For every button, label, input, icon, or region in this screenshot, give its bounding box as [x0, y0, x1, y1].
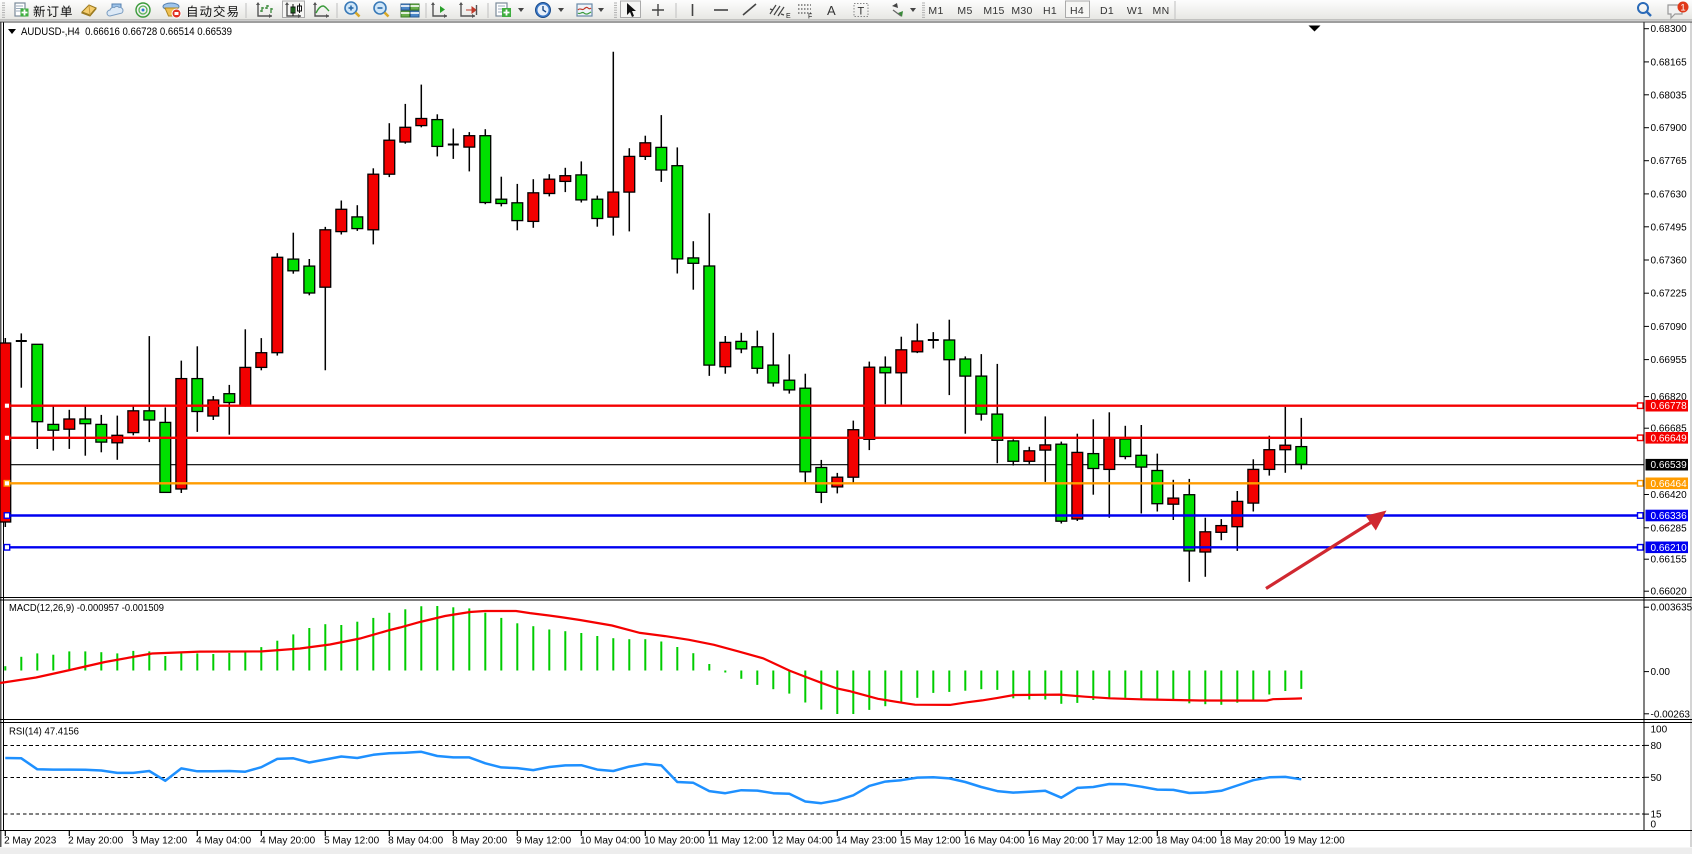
svg-text:15: 15: [1651, 810, 1663, 821]
svg-text:0.66649: 0.66649: [1651, 433, 1688, 444]
svg-text:0.67360: 0.67360: [1651, 256, 1688, 267]
svg-text:0.67495: 0.67495: [1651, 222, 1688, 233]
svg-text:100: 100: [1651, 724, 1668, 735]
svg-text:80: 80: [1651, 741, 1663, 752]
svg-text:0.68035: 0.68035: [1651, 90, 1688, 101]
svg-text:M15: M15: [983, 5, 1004, 17]
svg-text:0.68165: 0.68165: [1651, 57, 1688, 68]
svg-text:3 May 12:00: 3 May 12:00: [132, 836, 187, 847]
svg-text:0.66820: 0.66820: [1651, 392, 1688, 403]
svg-text:H4: H4: [1070, 5, 1084, 17]
svg-text:10 May 04:00: 10 May 04:00: [580, 836, 641, 847]
svg-text:18 May 20:00: 18 May 20:00: [1220, 836, 1281, 847]
svg-text:0.00: 0.00: [1651, 667, 1671, 678]
svg-text:M30: M30: [1011, 5, 1032, 17]
svg-text:4 May 04:00: 4 May 04:00: [196, 836, 251, 847]
svg-text:16 May 20:00: 16 May 20:00: [1028, 836, 1089, 847]
svg-text:14 May 23:00: 14 May 23:00: [836, 836, 897, 847]
svg-text:0.66336: 0.66336: [1651, 511, 1688, 522]
svg-text:MACD(12,26,9) -0.000957 -0.001: MACD(12,26,9) -0.000957 -0.001509: [9, 602, 164, 614]
svg-text:D1: D1: [1100, 5, 1114, 17]
svg-text:0.67765: 0.67765: [1651, 156, 1688, 167]
svg-text:11 May 12:00: 11 May 12:00: [708, 836, 768, 847]
svg-text:0.66020: 0.66020: [1651, 587, 1688, 598]
svg-text:T: T: [858, 6, 865, 18]
svg-text:19 May 12:00: 19 May 12:00: [1284, 836, 1345, 847]
svg-text:2 May 20:00: 2 May 20:00: [68, 836, 123, 847]
svg-text:0: 0: [1651, 820, 1657, 831]
svg-text:H1: H1: [1043, 5, 1057, 17]
svg-text:8 May 04:00: 8 May 04:00: [388, 836, 443, 847]
svg-text:0.66210: 0.66210: [1651, 543, 1688, 554]
svg-text:5 May 12:00: 5 May 12:00: [324, 836, 379, 847]
svg-text:0.66955: 0.66955: [1651, 355, 1688, 366]
svg-text:MN: MN: [1153, 5, 1170, 17]
svg-text:0.66685: 0.66685: [1651, 424, 1688, 435]
svg-text:0.67225: 0.67225: [1651, 289, 1688, 300]
svg-text:8 May 20:00: 8 May 20:00: [452, 836, 507, 847]
svg-text:0.67900: 0.67900: [1651, 123, 1688, 134]
svg-text:0.66155: 0.66155: [1651, 555, 1688, 566]
svg-text:18 May 04:00: 18 May 04:00: [1156, 836, 1217, 847]
svg-text:E: E: [786, 13, 791, 20]
svg-text:0.66778: 0.66778: [1651, 401, 1688, 412]
svg-text:1: 1: [1680, 3, 1685, 14]
svg-text:12 May 04:00: 12 May 04:00: [772, 836, 833, 847]
svg-text:0.68300: 0.68300: [1651, 24, 1688, 35]
svg-text:17 May 12:00: 17 May 12:00: [1092, 836, 1153, 847]
svg-text:15 May 12:00: 15 May 12:00: [900, 836, 961, 847]
svg-text:0.66539: 0.66539: [1651, 460, 1688, 471]
svg-text:W1: W1: [1127, 5, 1143, 17]
svg-text:4 May 20:00: 4 May 20:00: [260, 836, 315, 847]
svg-text:0.66420: 0.66420: [1651, 490, 1688, 501]
svg-text:9 May 12:00: 9 May 12:00: [516, 836, 571, 847]
svg-text:16 May 04:00: 16 May 04:00: [964, 836, 1025, 847]
svg-text:F: F: [808, 14, 812, 21]
svg-text:0.66464: 0.66464: [1651, 479, 1688, 490]
svg-text:AUDUSD-,H4 0.66616 0.66728 0.: AUDUSD-,H4 0.66616 0.66728 0.66514 0.665…: [21, 26, 232, 38]
svg-text:M1: M1: [928, 5, 943, 17]
svg-text:10 May 20:00: 10 May 20:00: [644, 836, 705, 847]
svg-text:0.67630: 0.67630: [1651, 189, 1688, 200]
svg-text:M5: M5: [957, 5, 972, 17]
svg-text:0.003635: 0.003635: [1651, 603, 1692, 614]
svg-text:0.67090: 0.67090: [1651, 322, 1688, 333]
svg-text:2 May 2023: 2 May 2023: [4, 836, 57, 847]
svg-text:0.66285: 0.66285: [1651, 523, 1688, 534]
svg-text:50: 50: [1651, 773, 1663, 784]
svg-text:-0.00263: -0.00263: [1651, 709, 1691, 720]
svg-text:RSI(14) 47.4156: RSI(14) 47.4156: [9, 726, 79, 738]
svg-text:A: A: [827, 3, 836, 18]
